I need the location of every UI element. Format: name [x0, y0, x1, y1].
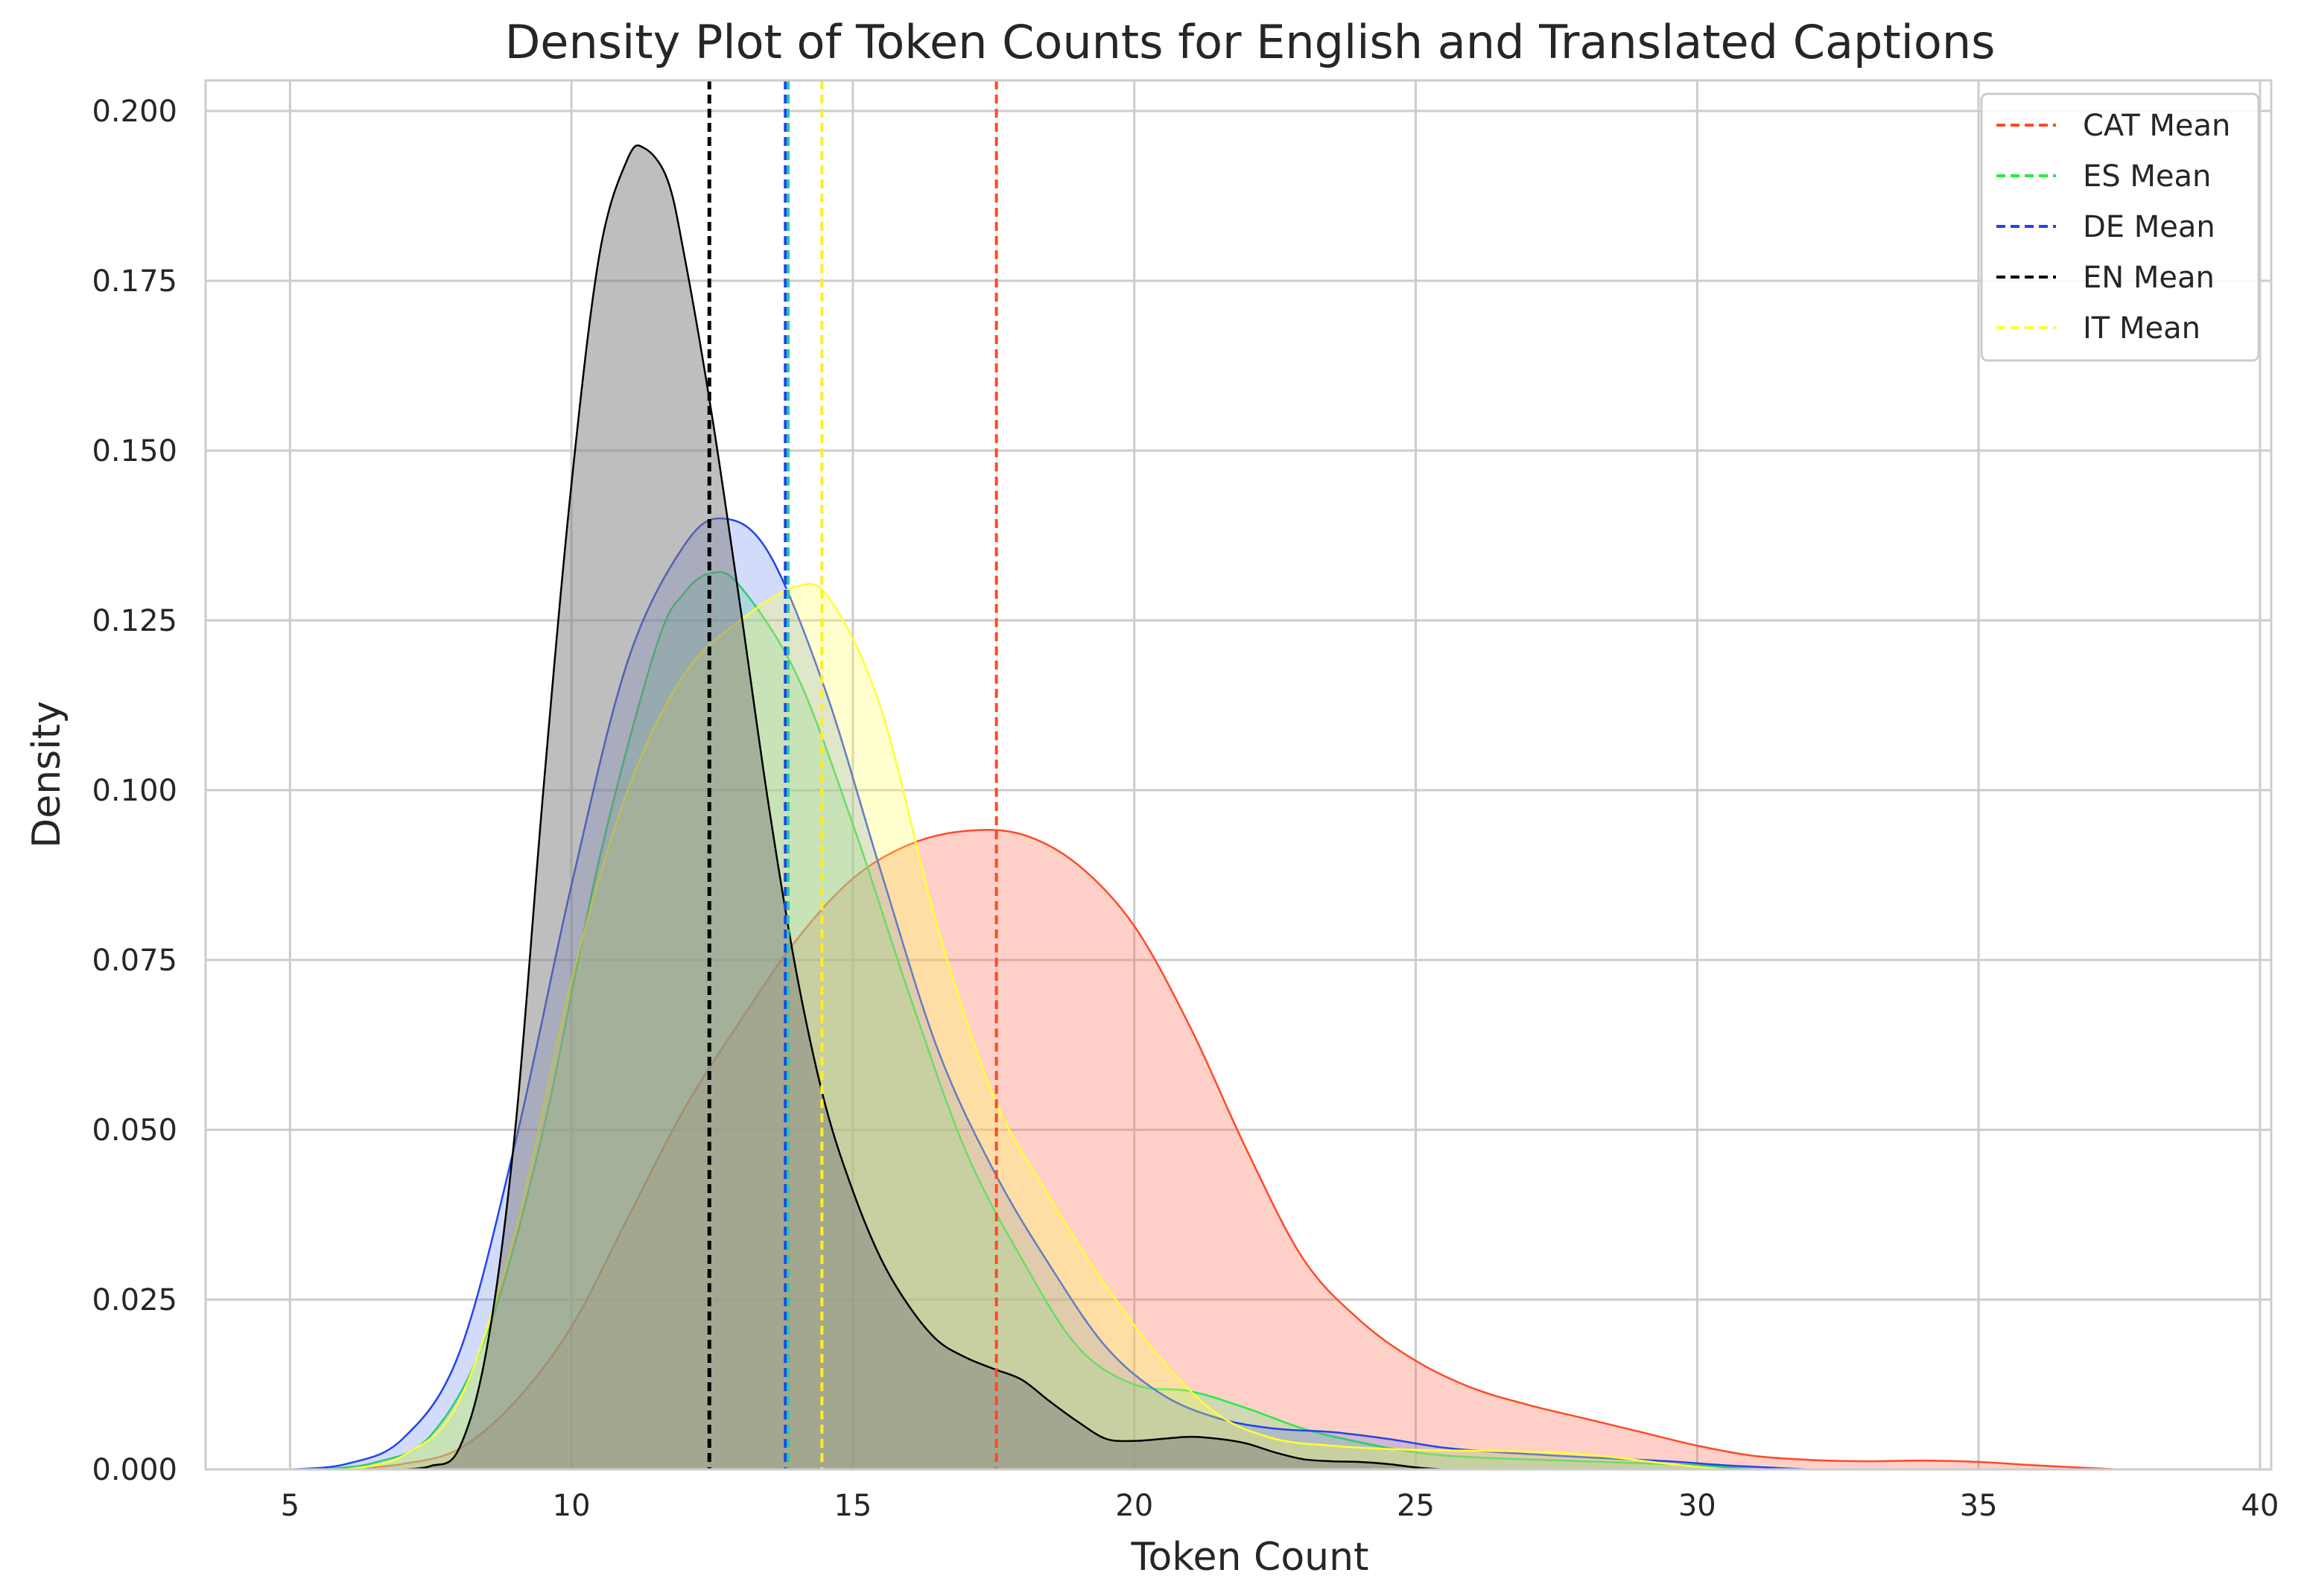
x-axis-title: Token Count	[1131, 1535, 1369, 1580]
y-tick-labels: 0.000 0.025 0.050 0.075 0.100 0.125 0.150 0.175…	[92, 95, 177, 1487]
legend-label: IT Mean	[2083, 311, 2200, 346]
y-tick-label: 0.075	[92, 944, 177, 978]
y-tick-label: 0.125	[92, 604, 177, 638]
y-axis-title: Density	[25, 701, 69, 848]
legend-label: DE Mean	[2083, 210, 2215, 244]
y-tick-label: 0.200	[92, 95, 177, 129]
y-tick-label: 0.050	[92, 1113, 177, 1148]
x-tick-label: 10	[553, 1489, 591, 1523]
legend-label: ES Mean	[2083, 159, 2211, 194]
x-tick-label: 35	[1960, 1489, 1998, 1523]
density-area-en	[402, 145, 1444, 1469]
legend-label: CAT Mean	[2083, 109, 2230, 143]
chart-title: Density Plot of Token Counts for English…	[505, 15, 1996, 69]
legend: CAT Mean ES Mean DE Mean EN Mean IT Mean	[1980, 92, 2260, 362]
x-tick-label: 15	[834, 1489, 872, 1523]
y-tick-label: 0.000	[92, 1453, 177, 1487]
density-line-en	[402, 144, 1444, 1471]
x-tick-label: 40	[2241, 1489, 2279, 1523]
legend-box	[1980, 92, 2260, 362]
mean-lines	[707, 80, 998, 1469]
x-tick-label: 25	[1397, 1489, 1435, 1523]
plot-frame	[204, 79, 2273, 1471]
x-tick-label: 20	[1115, 1489, 1153, 1523]
x-tick-labels: 5 10 15 20 25 30 35 40	[281, 1489, 2279, 1523]
y-tick-label: 0.175	[92, 264, 177, 299]
x-tick-label: 30	[1678, 1489, 1716, 1523]
x-tick-label: 5	[281, 1489, 299, 1523]
y-tick-label: 0.025	[92, 1283, 177, 1317]
y-tick-label: 0.100	[92, 774, 177, 808]
legend-label: EN Mean	[2083, 261, 2215, 295]
y-tick-label: 0.150	[92, 434, 177, 468]
